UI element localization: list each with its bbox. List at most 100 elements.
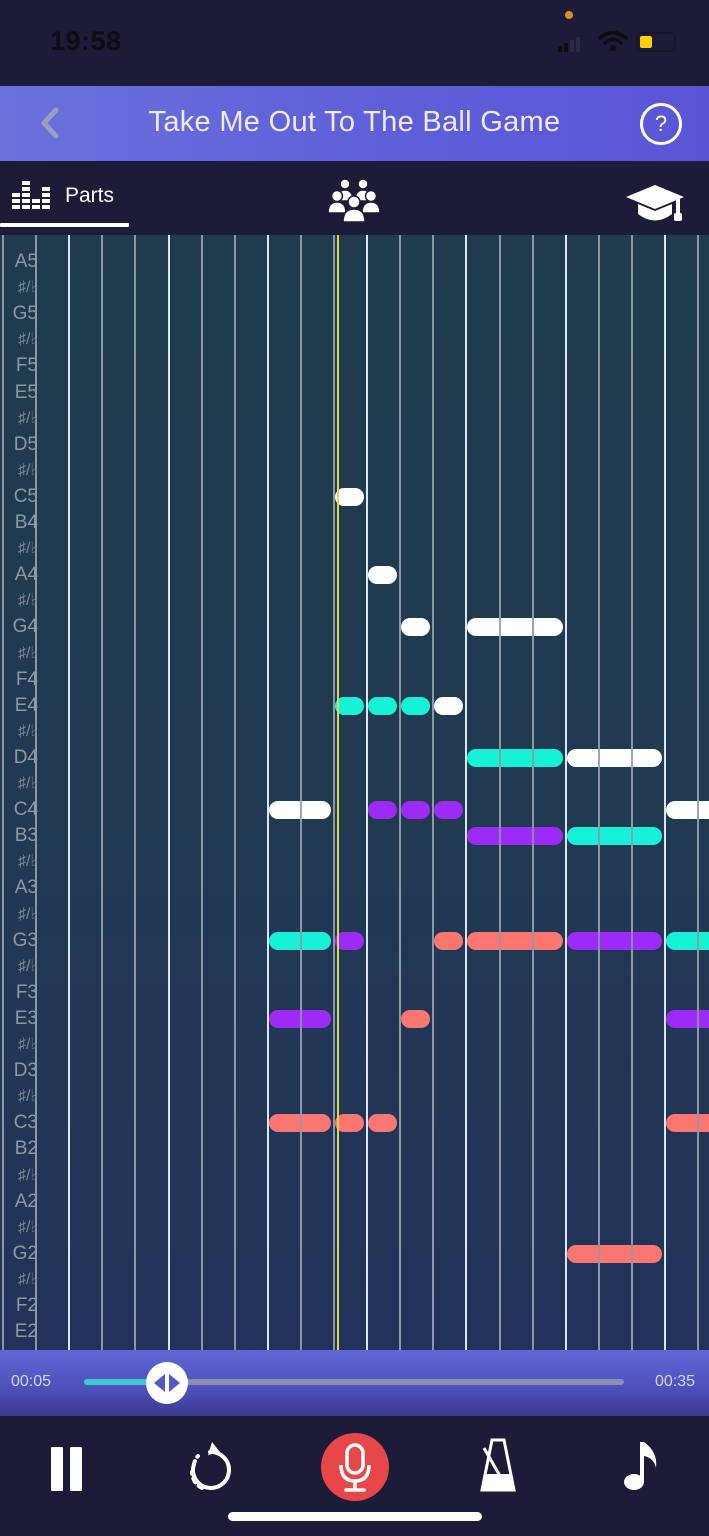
- pitch-label: ♯/♭: [18, 1088, 38, 1106]
- pitch-label: B2: [14, 1138, 38, 1160]
- note-part4[interactable]: [335, 1114, 365, 1133]
- note-part3[interactable]: [401, 801, 431, 820]
- pitch-label: ♯/♭: [18, 592, 38, 610]
- grid-overlay-line: [432, 235, 435, 1350]
- tab-parts[interactable]: Parts: [0, 161, 130, 235]
- grid-overlay-line: [266, 235, 269, 1350]
- song-title: Take Me Out To The Ball Game: [148, 106, 561, 138]
- note-melody[interactable]: [368, 566, 398, 585]
- note-melody[interactable]: [335, 487, 365, 506]
- pitch-label: A4: [14, 564, 38, 586]
- pitch-label: C5: [13, 485, 38, 507]
- pitch-label: E2: [14, 1321, 38, 1343]
- note-part4[interactable]: [368, 1114, 398, 1133]
- pitch-label: E5: [14, 381, 38, 403]
- pitch-label: B4: [14, 512, 38, 533]
- pitch-label: ♯/♭: [18, 1036, 38, 1053]
- header-bar: Take Me Out To The Ball Game ?: [0, 86, 709, 161]
- pitch-label: A5: [14, 251, 38, 272]
- music-note-icon: [624, 1442, 657, 1490]
- note-part2[interactable]: [467, 748, 563, 767]
- restart-button[interactable]: [186, 1440, 236, 1494]
- note-part4[interactable]: [401, 1009, 431, 1028]
- grid-overlay-line: [465, 235, 468, 1350]
- pitch-label: C3: [13, 1112, 38, 1134]
- grid-overlay-line: [664, 235, 666, 1350]
- progress-thumb[interactable]: [146, 1362, 188, 1404]
- grid-overlay-line: [233, 235, 236, 1350]
- note-part3[interactable]: [467, 827, 563, 846]
- current-time: 00:05: [11, 1373, 52, 1390]
- note-melody[interactable]: [401, 618, 431, 637]
- active-tab-indicator: [0, 223, 129, 227]
- note-part4[interactable]: [666, 1114, 709, 1133]
- grid-overlay-line: [531, 235, 534, 1350]
- help-button[interactable]: ?: [640, 103, 682, 145]
- grid-overlay-line: [101, 235, 104, 1350]
- tab-ensemble[interactable]: [328, 177, 380, 223]
- pitch-label: ♯/♭: [18, 279, 38, 297]
- back-button[interactable]: [30, 102, 70, 144]
- note-part3[interactable]: [666, 1009, 709, 1028]
- grid-overlay-line: [498, 235, 501, 1350]
- pitch-label: G5: [12, 303, 38, 325]
- note-part4[interactable]: [434, 931, 464, 950]
- playhead: [337, 235, 339, 1350]
- note-part3[interactable]: [434, 801, 464, 820]
- grid-overlay-line: [564, 235, 567, 1350]
- note-part3[interactable]: [566, 931, 662, 950]
- pitch-label: A3: [14, 877, 38, 899]
- grid-overlay-line: [697, 235, 700, 1350]
- metronome-icon: [480, 1438, 516, 1492]
- pitch-label: E3: [14, 1007, 38, 1029]
- note-melody[interactable]: [467, 618, 563, 637]
- grid-overlay-line: [399, 235, 402, 1350]
- equalizer-icon: [12, 181, 50, 209]
- instrument-button[interactable]: [622, 1440, 662, 1492]
- pitch-label: ♯/♭: [18, 957, 38, 975]
- note-melody[interactable]: [434, 696, 464, 715]
- pitch-label: D4: [13, 746, 38, 768]
- piano-roll[interactable]: A5 ♯/♭ G5 ♯/♭ F5 E5 ♯/♭ D5 ♯/♭ C5 B4 ♯/♭ A4 ♯/♭ G4 ♯/♭ F…: [0, 235, 709, 1350]
- note-part2[interactable]: [401, 696, 431, 715]
- pitch-label: A2: [14, 1190, 38, 1212]
- metronome-button[interactable]: [480, 1438, 516, 1494]
- restart-icon: [190, 1449, 231, 1490]
- note-part3[interactable]: [368, 801, 398, 820]
- pause-icon: [51, 1447, 82, 1491]
- pitch-label: ♯/♭: [18, 540, 38, 558]
- note-part3[interactable]: [335, 931, 365, 950]
- note-part4[interactable]: [566, 1244, 662, 1263]
- note-part4[interactable]: [467, 931, 563, 950]
- pitch-label: F3: [15, 981, 38, 1003]
- grid-overlay-line: [167, 235, 170, 1350]
- note-melody[interactable]: [666, 801, 709, 820]
- note-part2[interactable]: [666, 931, 709, 950]
- pitch-label: ♯/♭: [18, 644, 38, 662]
- pitch-label: ♯/♭: [18, 409, 38, 427]
- pitch-label: ♯/♭: [18, 853, 38, 871]
- pitch-labels: A5 ♯/♭ G5 ♯/♭ F5 E5 ♯/♭ D5 ♯/♭ C5 B4 ♯/♭ A4 ♯/♭ G4 ♯/♭ F…: [0, 235, 45, 1350]
- battery-icon: [636, 32, 676, 52]
- grid-overlay-line: [2, 235, 4, 1350]
- note-part2[interactable]: [335, 696, 365, 715]
- pitch-label: D3: [13, 1060, 38, 1082]
- grid-overlay-line: [68, 235, 71, 1350]
- tab-bar: Parts: [0, 161, 709, 235]
- note-melody[interactable]: [566, 748, 662, 767]
- privacy-indicator-icon: [565, 11, 573, 19]
- tab-learn[interactable]: [624, 183, 686, 225]
- pitch-label: G2: [12, 1242, 38, 1264]
- record-button[interactable]: [321, 1433, 389, 1501]
- note-part2[interactable]: [566, 827, 662, 846]
- grid-overlay-line: [630, 235, 633, 1350]
- progress-fill: [84, 1379, 165, 1385]
- note-part2[interactable]: [368, 696, 398, 715]
- home-indicator[interactable]: [228, 1512, 482, 1521]
- pitch-label: ♯/♭: [18, 775, 38, 792]
- pause-button[interactable]: [50, 1446, 84, 1492]
- progress-track[interactable]: [84, 1379, 624, 1385]
- grid-overlay-line: [35, 235, 38, 1350]
- pitch-label: ♯/♭: [18, 331, 38, 349]
